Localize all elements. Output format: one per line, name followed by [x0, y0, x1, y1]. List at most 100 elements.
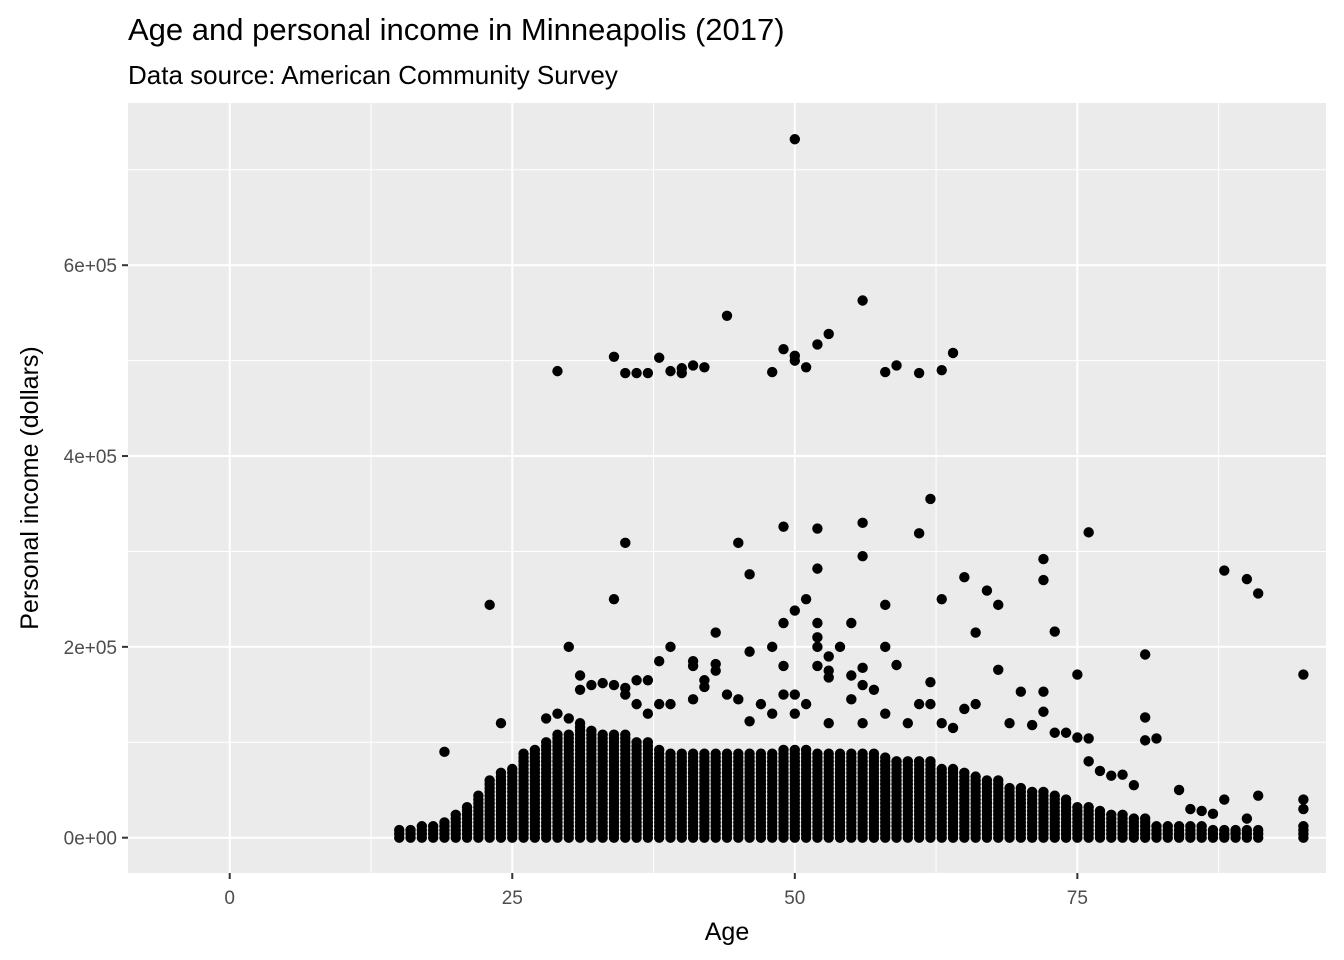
- data-point: [597, 677, 608, 689]
- data-point: [936, 364, 947, 376]
- data-point: [642, 737, 654, 748]
- data-point: [676, 748, 687, 759]
- data-point: [721, 310, 733, 321]
- data-point: [608, 351, 620, 363]
- data-point: [642, 708, 654, 719]
- data-point: [1026, 719, 1038, 731]
- data-point: [1252, 588, 1264, 599]
- data-point: [789, 689, 801, 700]
- data-point: [925, 493, 936, 505]
- data-point: [789, 605, 801, 616]
- data-point: [427, 821, 439, 832]
- data-point: [913, 756, 925, 767]
- data-point: [857, 662, 868, 674]
- data-point: [857, 517, 868, 529]
- y-axis: 0e+00 2e+05 4e+05 6e+05: [64, 256, 128, 850]
- y-tick-label: 0e+00: [64, 829, 117, 850]
- data-point: [823, 748, 834, 759]
- data-point: [812, 339, 823, 350]
- data-point: [778, 744, 789, 756]
- data-point: [834, 748, 846, 759]
- data-point: [1162, 821, 1173, 832]
- data-point: [789, 134, 801, 145]
- data-point: [767, 748, 778, 759]
- data-point: [1083, 756, 1094, 767]
- data-point: [1173, 830, 1185, 841]
- data-point: [653, 744, 665, 756]
- data-point: [891, 659, 902, 671]
- data-point: [913, 528, 925, 539]
- data-point: [947, 347, 959, 359]
- data-point: [1072, 732, 1083, 743]
- data-point: [1241, 813, 1253, 824]
- data-point: [1241, 573, 1253, 585]
- data-point: [721, 748, 733, 759]
- data-point: [540, 713, 552, 724]
- data-point: [620, 729, 631, 740]
- data-point: [1196, 821, 1207, 832]
- data-point: [1038, 706, 1049, 717]
- data-point: [891, 756, 902, 767]
- data-point: [1015, 686, 1027, 697]
- data-point: [1185, 803, 1196, 815]
- data-point: [823, 672, 834, 683]
- data-point: [902, 756, 914, 767]
- data-point: [744, 748, 755, 759]
- data-point: [733, 748, 744, 759]
- data-point: [574, 717, 586, 729]
- data-point: [846, 694, 857, 705]
- data-point: [439, 817, 450, 828]
- data-point: [1015, 782, 1027, 794]
- data-point: [642, 675, 654, 686]
- y-tick-label: 2e+05: [64, 638, 117, 659]
- data-point: [484, 599, 495, 611]
- data-point: [563, 641, 574, 653]
- data-point: [1139, 712, 1151, 723]
- data-point: [507, 763, 518, 775]
- data-point: [902, 717, 914, 729]
- y-axis-title: Personal income (dollars): [16, 346, 44, 629]
- data-point: [631, 675, 642, 686]
- data-point: [812, 748, 823, 759]
- data-point: [812, 641, 823, 653]
- data-point: [1252, 790, 1264, 801]
- data-point: [574, 670, 586, 681]
- data-point: [1298, 803, 1309, 815]
- x-tick-label: 75: [1067, 888, 1088, 909]
- data-point: [1117, 769, 1128, 780]
- data-point: [812, 660, 823, 672]
- data-point: [518, 748, 529, 759]
- x-tick-label: 25: [502, 888, 523, 909]
- data-point: [1049, 790, 1060, 801]
- data-point: [710, 748, 721, 759]
- data-point: [959, 767, 970, 779]
- chart-title: Age and personal income in Minneapolis (…: [128, 12, 785, 47]
- data-point: [812, 617, 823, 629]
- data-point: [744, 716, 755, 727]
- data-point: [1038, 574, 1049, 586]
- data-point: [880, 641, 891, 653]
- data-point: [676, 367, 687, 379]
- data-point: [755, 698, 767, 710]
- data-point: [823, 651, 834, 662]
- data-point: [778, 617, 789, 629]
- data-point: [857, 295, 868, 306]
- data-point: [857, 551, 868, 562]
- data-point: [970, 627, 981, 638]
- data-point: [1004, 782, 1015, 794]
- data-point: [913, 367, 925, 379]
- data-point: [1298, 821, 1309, 832]
- data-point: [416, 821, 428, 832]
- data-point: [1106, 770, 1117, 781]
- data-point: [970, 771, 981, 782]
- data-points: [394, 134, 1309, 843]
- data-point: [970, 698, 981, 710]
- data-point: [1173, 821, 1185, 832]
- data-point: [1207, 824, 1219, 836]
- data-point: [1004, 717, 1015, 729]
- data-point: [665, 641, 676, 653]
- data-point: [993, 775, 1004, 786]
- data-point: [653, 698, 665, 710]
- data-point: [405, 824, 416, 836]
- data-point: [846, 670, 857, 681]
